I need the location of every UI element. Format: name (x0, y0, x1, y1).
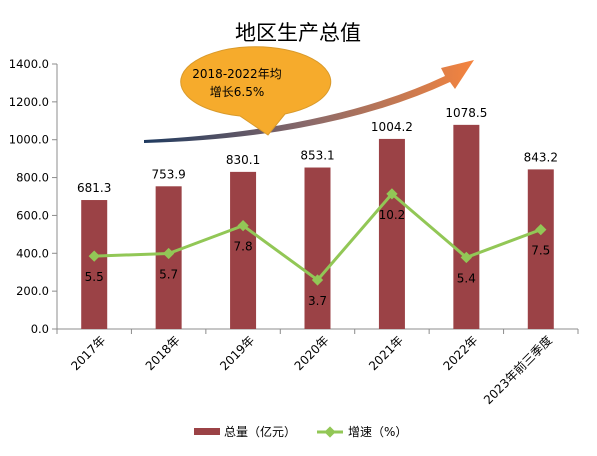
x-tick-label: 2021年 (366, 333, 406, 373)
bar-value-label: 1078.5 (445, 106, 487, 120)
bar (527, 169, 554, 329)
y-tick-label: 1400.0 (9, 57, 49, 71)
line-value-label: 7.8 (234, 240, 253, 254)
chart-title: 地区生产总值 (235, 21, 361, 45)
bar-series (81, 124, 554, 330)
line-point (386, 188, 398, 200)
bar-value-label: 753.9 (151, 167, 185, 181)
line-value-label: 5.4 (457, 271, 476, 285)
y-axis: 0.0 200.0 400.0 600.0 800.0 1000.0 1200.0 1400.… (9, 57, 58, 336)
x-tick-label: 2017年 (68, 333, 108, 373)
y-tick-label: 800.0 (16, 171, 49, 185)
bar (378, 138, 405, 329)
bar (453, 124, 480, 330)
y-tick-label: 200.0 (16, 284, 49, 298)
legend: 总量（亿元） 增速（%） (194, 424, 407, 439)
line-value-label: 5.5 (85, 270, 104, 284)
line-point (162, 247, 175, 260)
line-point (535, 223, 547, 236)
legend-swatch-total (194, 428, 220, 435)
legend-marker-growth (324, 426, 336, 438)
y-tick-label: 600.0 (16, 208, 49, 222)
annotation-line-2: 增长6.5% (210, 85, 265, 99)
x-tick-label: 2018年 (143, 333, 183, 373)
line-value-label: 3.7 (308, 294, 327, 308)
annotation-callout: 2018-2022年均 增长6.5% (180, 46, 332, 136)
y-tick-label: 400.0 (16, 246, 49, 260)
bar-value-label: 681.3 (77, 181, 111, 195)
callout-bubble (180, 46, 332, 136)
x-tick-label: 2022年 (440, 333, 480, 373)
line-value-label: 5.7 (159, 267, 178, 281)
bar-value-label: 853.1 (300, 149, 334, 163)
line-point (311, 274, 324, 286)
bar-value-label: 830.1 (226, 153, 260, 167)
line-series (88, 188, 547, 286)
bar-value-labels: 681.3 753.9 830.1 853.1 1004.2 1078.5 843.2 (77, 106, 558, 195)
x-tick-label: 2023年前三季度 (480, 333, 555, 408)
x-tick-label: 2019年 (217, 333, 257, 373)
legend-label-growth: 增速（%） (348, 425, 407, 439)
line-point (460, 251, 473, 264)
bar-value-label: 1004.2 (371, 120, 413, 134)
bar (304, 167, 331, 329)
line-value-label: 10.2 (379, 208, 406, 222)
line-value-labels: 5.5 5.7 7.8 3.7 10.2 5.4 7.5 (85, 208, 551, 308)
bar (81, 200, 108, 329)
x-tick-label: 2020年 (292, 333, 332, 373)
annotation-line-1: 2018-2022年均 (192, 67, 281, 81)
line-point (237, 219, 249, 232)
x-axis: 2017年 2018年 2019年 2020年 2021年 2022年 2023年前三季度 (56, 328, 579, 408)
bar (230, 171, 257, 329)
legend-label-total: 总量（亿元） (224, 424, 296, 439)
line-value-label: 7.5 (531, 244, 550, 258)
bar-value-label: 843.2 (524, 150, 558, 164)
y-tick-label: 1000.0 (9, 133, 49, 147)
y-tick-label: 0.0 (31, 322, 49, 336)
y-tick-label: 1200.0 (9, 95, 49, 109)
